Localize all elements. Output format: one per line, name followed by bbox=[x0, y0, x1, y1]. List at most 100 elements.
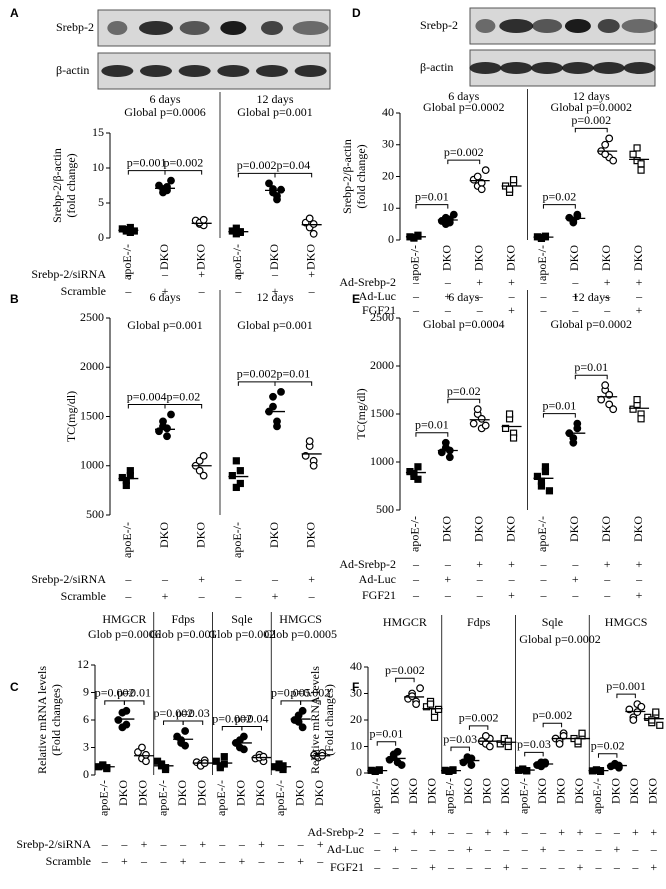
data-point bbox=[509, 434, 518, 442]
blot-label: β-actin bbox=[420, 60, 453, 74]
y-tick-label: 12 bbox=[77, 657, 89, 671]
category-label: DKO bbox=[157, 244, 171, 270]
category-label: DKO bbox=[312, 780, 326, 806]
comparison-p: p=0.01 bbox=[542, 398, 576, 412]
condition-sign: – bbox=[140, 854, 148, 868]
blot-band bbox=[217, 65, 250, 77]
data-point bbox=[601, 381, 610, 390]
category-label: DKO bbox=[303, 244, 317, 270]
category-label: apoE-/- bbox=[120, 522, 134, 558]
comparison-p: p=0.002 bbox=[153, 706, 193, 720]
blot-band bbox=[178, 65, 211, 77]
condition-sign: – bbox=[447, 842, 455, 856]
comparison-p: p=0.002 bbox=[163, 155, 203, 169]
comparison-p: p=0.002 bbox=[237, 158, 277, 172]
condition-sign: – bbox=[412, 588, 420, 602]
condition-sign: + bbox=[650, 860, 657, 874]
facet-title: 12 days bbox=[257, 92, 294, 106]
category-label: DKO bbox=[631, 245, 645, 271]
condition-sign: – bbox=[444, 275, 452, 289]
y-tick-label: 10 bbox=[350, 738, 362, 752]
comparison-bracket bbox=[616, 693, 636, 699]
data-point bbox=[477, 414, 486, 423]
condition-sign: + bbox=[258, 837, 265, 851]
condition-sign: + bbox=[476, 557, 483, 571]
y-axis-label: (Fold changes) bbox=[322, 684, 336, 756]
blot-band bbox=[532, 19, 563, 33]
condition-sign: – bbox=[429, 842, 437, 856]
condition-sign: – bbox=[631, 860, 639, 874]
y-tick-label: 20 bbox=[382, 168, 394, 182]
condition-sign: + bbox=[577, 825, 584, 839]
facet-title: 12 days bbox=[573, 89, 610, 103]
comparison-p: p=0.002 bbox=[459, 711, 499, 725]
condition-sign: – bbox=[373, 825, 381, 839]
comparison-p: p=0.04 bbox=[235, 711, 269, 725]
data-point bbox=[637, 415, 645, 423]
data-point bbox=[163, 424, 171, 433]
condition-sign: – bbox=[316, 854, 324, 868]
comparison-bracket bbox=[574, 374, 608, 380]
condition-sign: + bbox=[392, 842, 399, 856]
category-label: apoE-/- bbox=[214, 780, 228, 816]
condition-sign: + bbox=[632, 825, 639, 839]
data-point bbox=[430, 713, 439, 721]
category-label: DKO bbox=[627, 778, 641, 804]
condition-sign: – bbox=[521, 860, 529, 874]
blot-label: Srebp-2 bbox=[56, 20, 94, 34]
comparison-bracket bbox=[574, 127, 608, 133]
data-point bbox=[159, 188, 167, 197]
condition-sign: + bbox=[476, 275, 483, 289]
data-point bbox=[277, 185, 285, 194]
condition-sign: – bbox=[238, 837, 246, 851]
y-axis-label: Relative mRNA levels bbox=[308, 666, 322, 774]
data-point bbox=[414, 475, 422, 483]
y-axis-label: Srebp-2/β-actin bbox=[50, 148, 64, 223]
blot-band bbox=[179, 21, 210, 35]
condition-sign: – bbox=[161, 267, 169, 281]
data-point bbox=[434, 705, 443, 714]
category-label: DKO bbox=[303, 522, 317, 548]
condition-sign: – bbox=[412, 289, 420, 303]
panel-letter: A bbox=[10, 6, 19, 20]
comparison-p: p=0.04 bbox=[276, 158, 310, 172]
comparison-bracket bbox=[164, 404, 203, 409]
comparison-bracket bbox=[415, 432, 449, 437]
y-tick-label: 15 bbox=[92, 125, 104, 139]
condition-sign: – bbox=[594, 860, 602, 874]
data-point bbox=[449, 210, 458, 219]
condition-name: Scramble bbox=[46, 854, 91, 868]
category-label: DKO bbox=[567, 516, 581, 542]
y-tick-label: 5 bbox=[98, 195, 104, 209]
condition-sign: – bbox=[297, 837, 305, 851]
data-point bbox=[259, 752, 268, 761]
condition-sign: + bbox=[508, 557, 515, 571]
data-point bbox=[122, 706, 131, 715]
data-point bbox=[298, 723, 307, 732]
data-point bbox=[393, 747, 402, 756]
data-point bbox=[637, 160, 645, 168]
condition-sign: – bbox=[199, 854, 207, 868]
comparison-p: p=0.002 bbox=[532, 708, 572, 722]
y-axis-label: (fold change) bbox=[64, 153, 78, 217]
comparison-bracket bbox=[597, 753, 618, 758]
condition-sign: – bbox=[234, 589, 242, 603]
condition-sign: + bbox=[636, 557, 643, 571]
comparison-bracket bbox=[164, 170, 203, 175]
facet-title: Sqle bbox=[542, 615, 563, 629]
blot-band bbox=[623, 62, 656, 74]
condition-sign: – bbox=[392, 825, 400, 839]
data-point bbox=[573, 419, 582, 428]
comparison-bracket bbox=[127, 404, 166, 409]
data-point bbox=[212, 757, 220, 765]
blot-band bbox=[621, 19, 658, 33]
facet-title: 6 days bbox=[150, 290, 181, 304]
comparison-bracket bbox=[376, 741, 397, 746]
data-point bbox=[504, 737, 512, 745]
panel-letter: F bbox=[352, 680, 359, 694]
condition-sign: + bbox=[429, 825, 436, 839]
data-point bbox=[505, 185, 514, 193]
data-point bbox=[159, 417, 167, 426]
comparison-p: p=0.03 bbox=[517, 737, 551, 751]
data-point bbox=[481, 732, 490, 740]
